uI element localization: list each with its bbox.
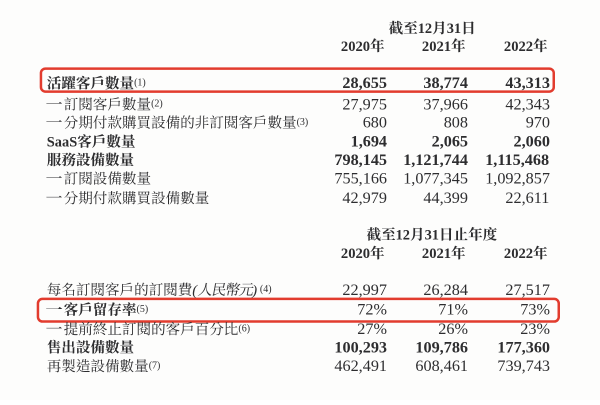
svg-text:970: 970	[526, 114, 550, 132]
svg-text:44,399: 44,399	[423, 189, 468, 207]
svg-text:27,517: 27,517	[505, 281, 550, 299]
svg-text:28,655: 28,655	[342, 74, 387, 92]
svg-text:808: 808	[444, 114, 468, 132]
svg-text:1,694: 1,694	[351, 133, 387, 151]
svg-text:23%: 23%	[520, 320, 550, 338]
svg-text:2022: 2022	[504, 39, 533, 55]
svg-text:608,461: 608,461	[415, 357, 468, 375]
svg-text:26,284: 26,284	[423, 281, 468, 299]
svg-text:2,060: 2,060	[514, 133, 550, 151]
svg-text:42,979: 42,979	[342, 189, 387, 207]
svg-text:(5): (5)	[137, 304, 149, 315]
svg-text:462,491: 462,491	[334, 357, 387, 375]
svg-text:2021: 2021	[422, 246, 451, 262]
svg-text:1,092,857: 1,092,857	[485, 170, 550, 188]
svg-text:31: 31	[425, 228, 439, 244]
svg-text:27%: 27%	[357, 320, 387, 338]
svg-text:2022: 2022	[504, 246, 533, 262]
svg-text:(: (	[192, 283, 198, 299]
svg-text:38,774: 38,774	[423, 74, 468, 92]
svg-text:22,611: 22,611	[505, 189, 549, 207]
svg-text:27,975: 27,975	[342, 95, 387, 113]
svg-text:): )	[251, 283, 257, 299]
svg-text:42,343: 42,343	[505, 95, 550, 113]
svg-text:(1): (1)	[134, 77, 146, 88]
svg-text:(7): (7)	[149, 360, 161, 371]
svg-text:12: 12	[396, 228, 410, 244]
svg-text:(2): (2)	[151, 99, 163, 110]
svg-text:(6): (6)	[238, 323, 250, 334]
svg-text:73%: 73%	[520, 301, 550, 319]
svg-text:1,077,345: 1,077,345	[403, 170, 468, 188]
svg-text:100,293: 100,293	[334, 338, 387, 356]
svg-text:26%: 26%	[438, 320, 468, 338]
svg-text:1,115,468: 1,115,468	[485, 151, 549, 169]
svg-text:2,065: 2,065	[432, 133, 468, 151]
svg-text:177,360: 177,360	[497, 338, 550, 356]
svg-text:109,786: 109,786	[415, 338, 468, 356]
svg-text:(4): (4)	[260, 284, 272, 295]
svg-text:680: 680	[363, 114, 387, 132]
svg-text:2020: 2020	[341, 246, 370, 262]
svg-text:(3): (3)	[297, 117, 309, 128]
svg-text:72%: 72%	[357, 301, 387, 319]
svg-text:755,166: 755,166	[334, 170, 387, 188]
svg-text:1,121,744: 1,121,744	[403, 151, 468, 169]
svg-text:739,743: 739,743	[497, 357, 550, 375]
svg-text:43,313: 43,313	[505, 74, 550, 92]
svg-text:37,966: 37,966	[423, 95, 468, 113]
svg-text:SaaS: SaaS	[47, 135, 77, 151]
svg-text:798,145: 798,145	[334, 151, 387, 169]
svg-text:31: 31	[447, 21, 461, 37]
svg-text:2021: 2021	[422, 39, 451, 55]
svg-text:2020: 2020	[341, 39, 370, 55]
svg-text:71%: 71%	[438, 301, 468, 319]
svg-text:22,997: 22,997	[342, 281, 387, 299]
svg-text:12: 12	[418, 21, 432, 37]
